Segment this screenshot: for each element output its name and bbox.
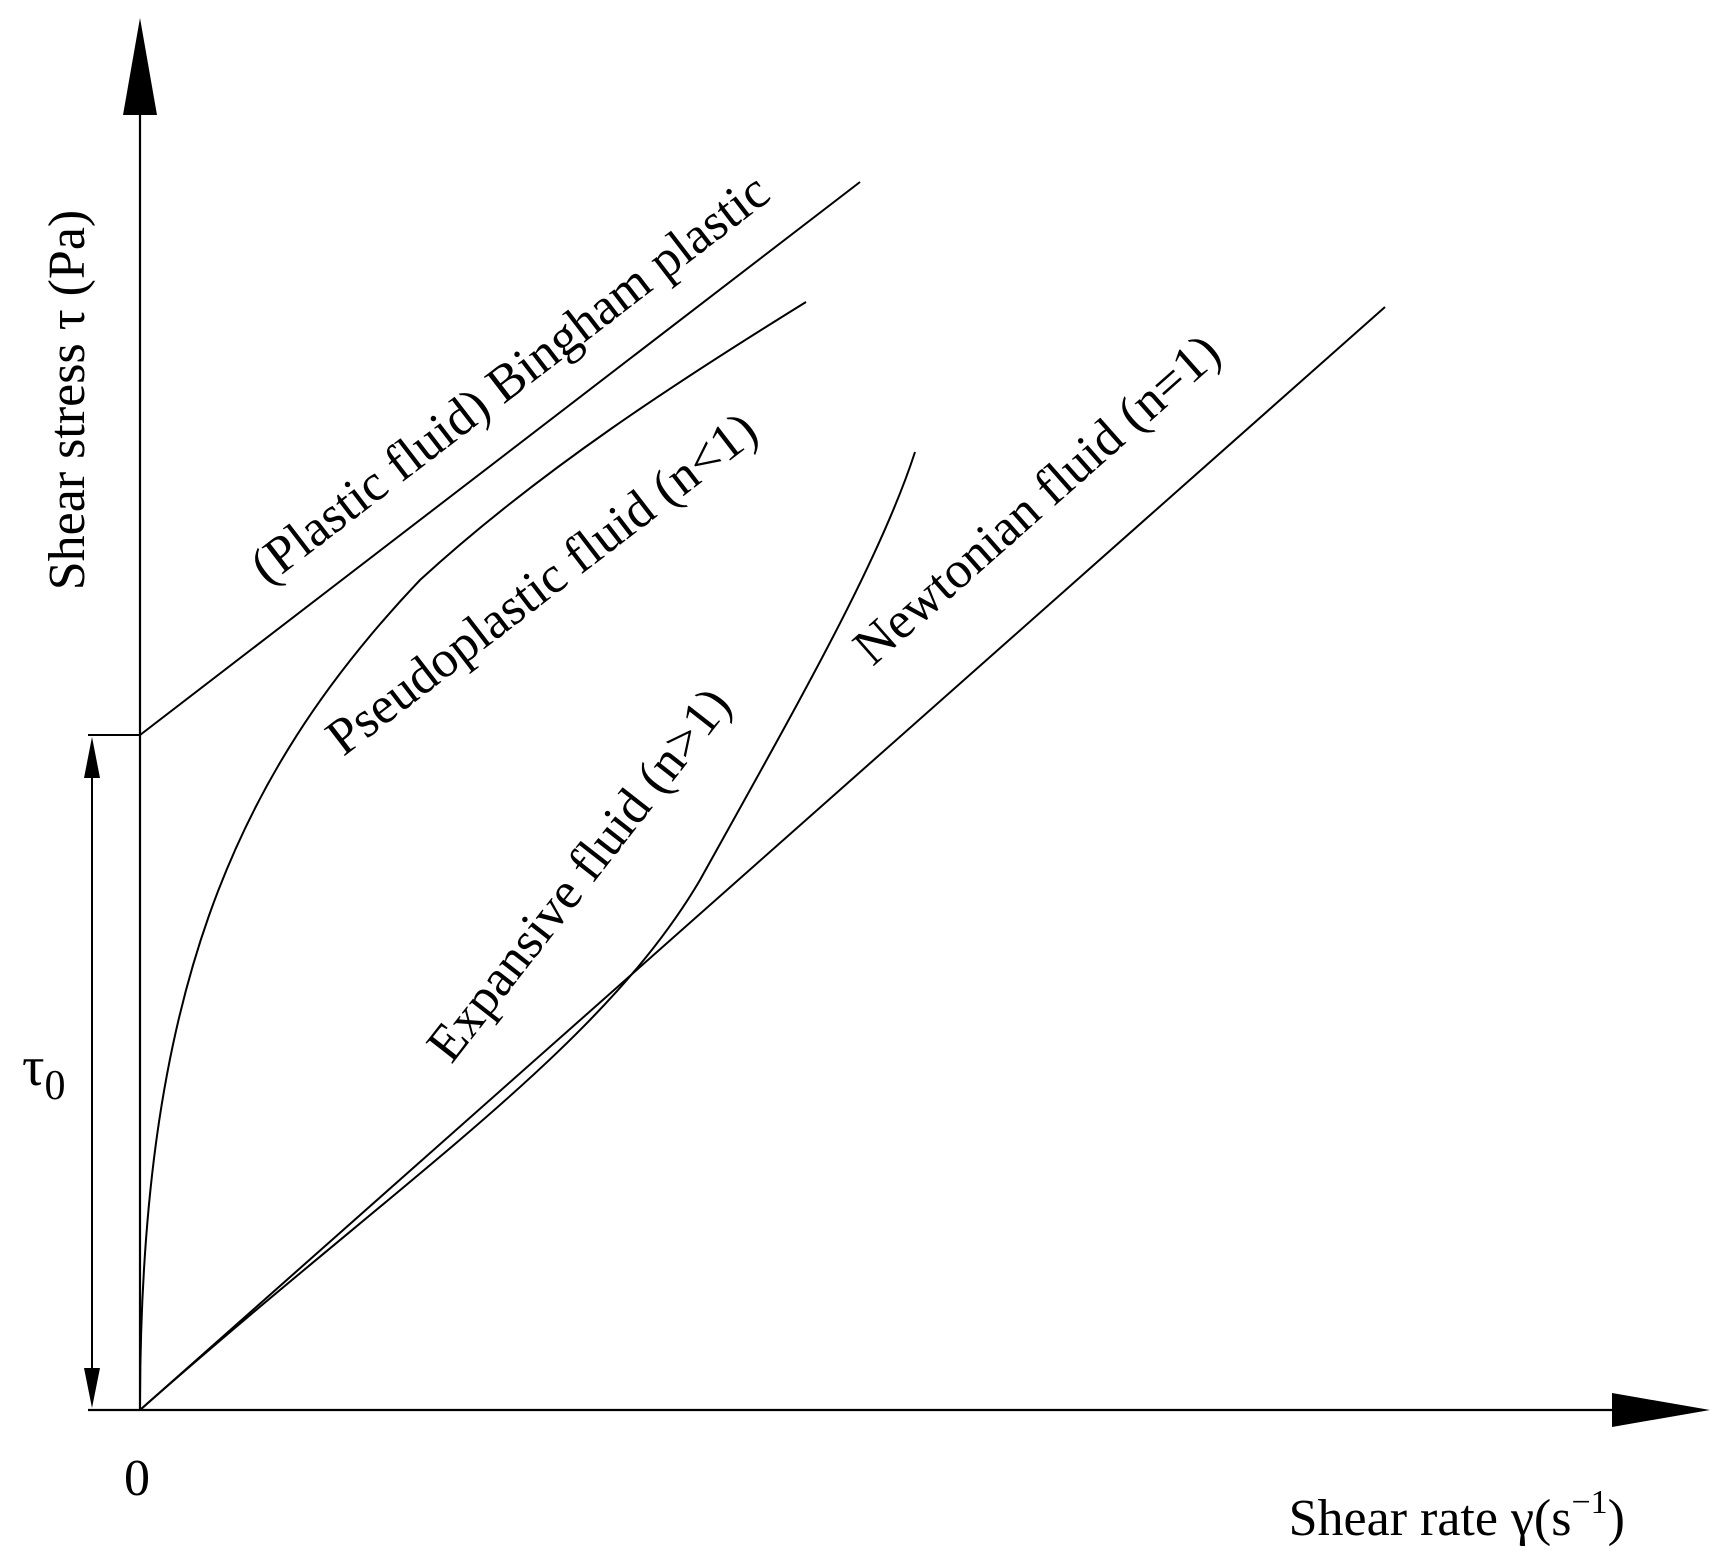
yield-stress-arrow-down — [84, 1368, 100, 1408]
expansive-curve — [139, 451, 916, 1411]
newtonian-line — [139, 306, 1386, 1411]
x-axis-arrowhead — [1612, 1393, 1710, 1427]
pseudoplastic-curve — [139, 301, 807, 1411]
bingham-plastic-line — [88, 181, 861, 736]
yield-stress-label-subscript: 0 — [45, 1063, 66, 1109]
yield-stress-label: τ0 — [22, 1036, 66, 1109]
x-axis-label-exponent: −1 — [1571, 1484, 1607, 1521]
yield-stress-label-main: τ — [22, 1036, 45, 1098]
y-axis-arrowhead — [123, 18, 157, 115]
origin-label: 0 — [124, 1450, 150, 1507]
y-axis-label: Shear stress τ (Pa) — [39, 210, 96, 590]
x-axis-label: Shear rate γ(s−1) — [1289, 1484, 1625, 1547]
yield-stress-arrow-up — [84, 737, 100, 778]
newtonian-label: Newtonian fluid (n=1) — [843, 323, 1232, 676]
x-axis-label-main: Shear rate γ(s — [1289, 1490, 1572, 1547]
x-axis-label-close: ) — [1608, 1490, 1625, 1547]
expansive-label: Expansive fluid (n>1) — [416, 677, 742, 1072]
bingham-plastic-label: (Plastic fluid) Bingham plastic — [240, 162, 780, 595]
